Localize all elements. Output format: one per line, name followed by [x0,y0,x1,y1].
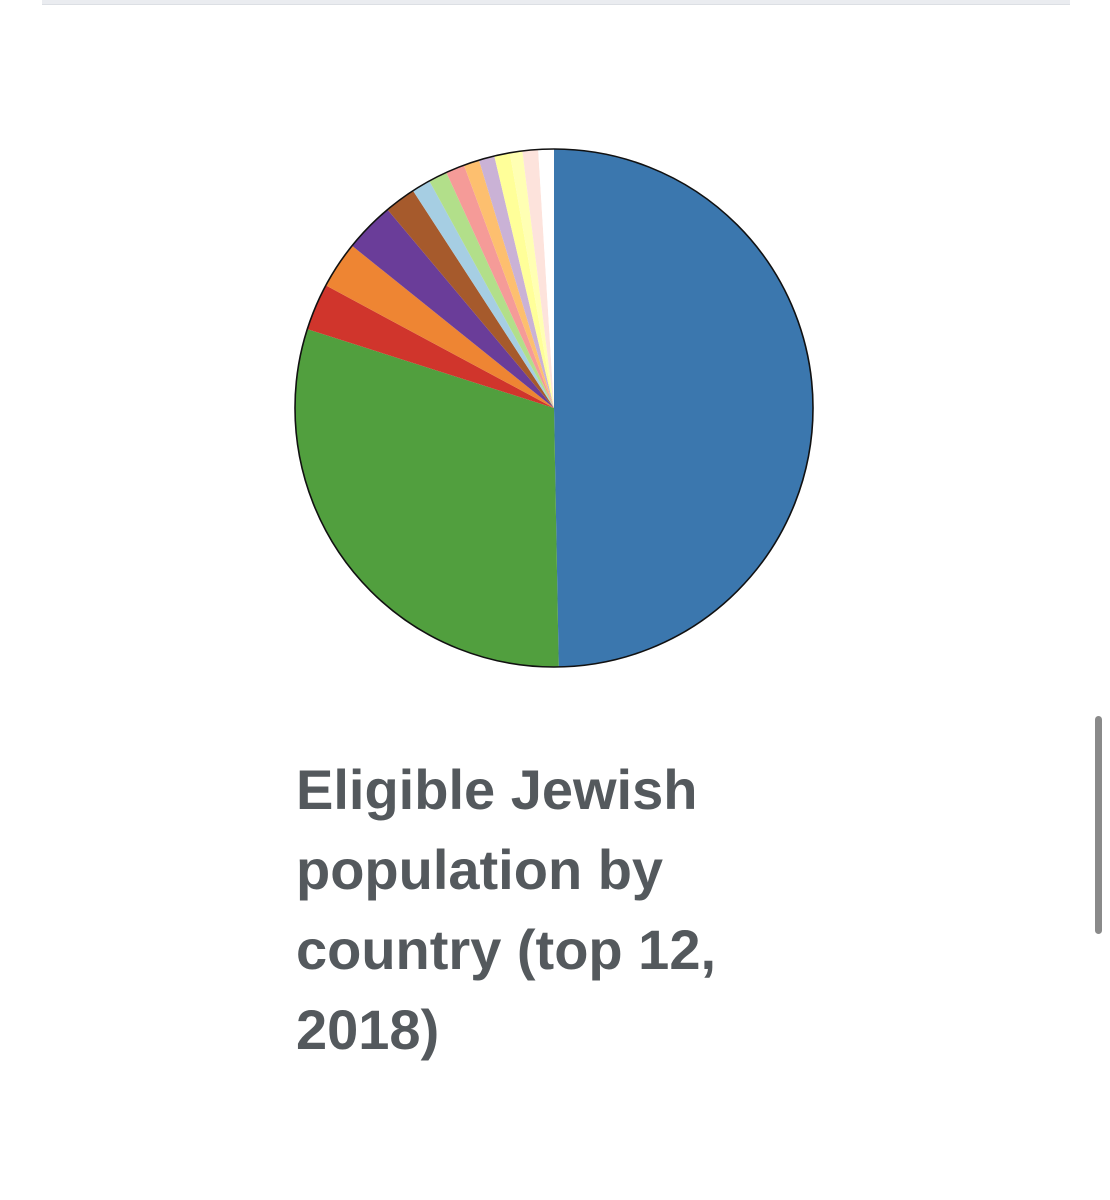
pie-slice-12 [494,152,554,408]
pie-slice-10 [463,160,554,408]
scrollbar[interactable] [1095,716,1102,934]
pie-slice-11 [478,155,554,408]
pie-slice-1 [554,148,814,667]
pie-slice-5 [352,209,554,408]
pie-slice-8 [429,172,554,408]
pie-outline [294,148,814,668]
pie-chart [294,148,814,668]
pie-slice-14 [522,149,554,409]
pie-slice-6 [387,190,554,408]
pie-slice-15 [538,149,554,408]
pie-slice-2 [295,329,559,668]
pie-slice-13 [509,150,554,408]
top-divider [42,0,1070,5]
pie-slice-7 [413,180,554,408]
pie-slice-9 [446,165,554,408]
chart-caption: Eligible Jewish population by country (t… [296,758,717,1061]
pie-slice-3 [307,285,554,408]
pie-slice-4 [325,245,554,408]
